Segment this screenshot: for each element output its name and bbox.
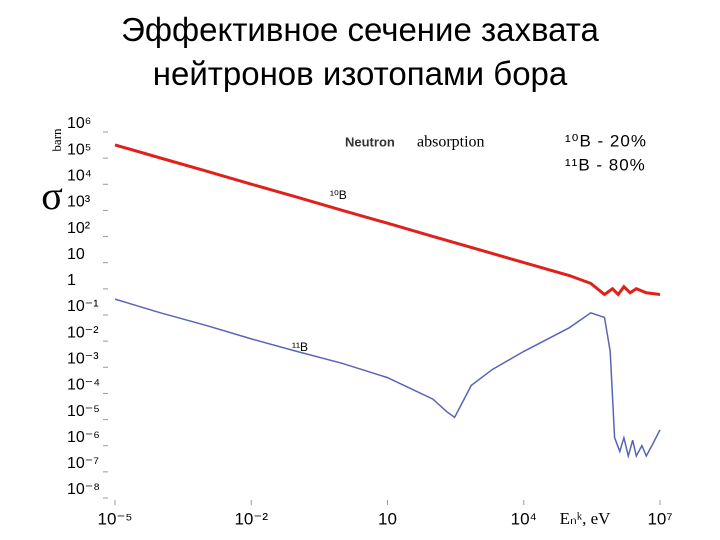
y-tick-label: 10⁻⁴	[67, 377, 100, 394]
y-tick-label: 10	[67, 246, 85, 263]
x-axis-label: Eₙᵏ, eV	[560, 509, 612, 528]
x-tick-label: 10⁻²	[234, 509, 268, 528]
x-tick-label: 10⁻⁵	[98, 509, 133, 528]
annotation: ¹¹B - 80%	[565, 155, 646, 174]
y-tick-label: 10²	[67, 220, 91, 237]
series-label: ¹¹B	[292, 340, 308, 354]
series-line	[114, 298, 661, 459]
annotation: ¹⁰B - 20%	[565, 131, 647, 150]
x-tick-label: 10	[378, 509, 397, 528]
y-axis-label: σ	[41, 173, 63, 218]
y-unit: barn	[49, 128, 64, 152]
series-line	[114, 143, 661, 297]
y-tick-label: 10³	[67, 194, 91, 211]
y-tick-label: 10⁻²	[67, 324, 99, 341]
y-tick-label: 10⁻³	[67, 351, 99, 368]
chart-title: Эффективное сечение захвата нейтронов из…	[121, 11, 599, 92]
y-tick-label: 10⁻¹	[67, 298, 99, 315]
annotation: absorption	[417, 134, 485, 151]
annotation: Neutron	[345, 134, 395, 149]
y-tick-label: 10⁻⁶	[67, 429, 100, 446]
y-tick-label: 1	[67, 272, 76, 289]
y-tick-label: 10⁵	[67, 141, 91, 158]
y-tick-label: 10⁻⁸	[67, 481, 100, 498]
y-tick-label: 10⁶	[67, 115, 91, 132]
x-tick-label: 10⁴	[511, 509, 537, 528]
y-tick-label: 10⁻⁵	[67, 403, 100, 420]
y-tick-label: 10⁴	[67, 168, 92, 185]
x-tick-label: 10⁷	[647, 509, 672, 528]
y-tick-label: 10⁻⁷	[67, 455, 99, 472]
series-label: ¹⁰B	[330, 188, 347, 202]
